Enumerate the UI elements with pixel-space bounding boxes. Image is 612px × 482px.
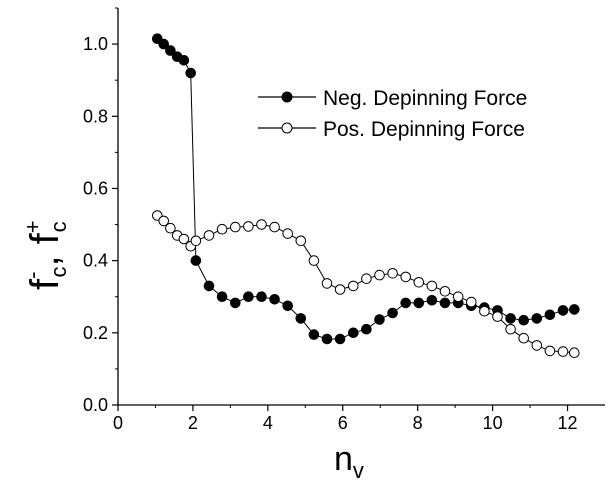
data-point [308, 329, 320, 340]
data-point [413, 297, 425, 309]
y-axis-title: f-c, f+c [20, 220, 71, 290]
y-tick-label: 1.0 [83, 34, 108, 54]
data-point [334, 333, 346, 345]
data-point [282, 300, 294, 312]
data-point [158, 215, 169, 227]
data-point [216, 223, 228, 235]
data-point [158, 38, 169, 50]
x-axis-title-main: n [334, 440, 353, 478]
data-point [479, 305, 490, 317]
y-axis-f-minus-sup: - [20, 272, 45, 279]
legend-marker-neg [281, 91, 293, 103]
y-tick-label: 0.0 [83, 395, 108, 415]
x-axis-title: nv [334, 440, 364, 482]
data-point [185, 67, 196, 79]
data-point [216, 291, 228, 303]
data-point [308, 255, 320, 266]
data-point [387, 307, 398, 319]
data-point [295, 313, 307, 324]
y-axis-f-plus-sup: + [20, 220, 45, 233]
y-axis-f-plus-sub: c [46, 221, 71, 232]
data-point [282, 228, 294, 239]
plot-axes [117, 8, 605, 406]
data-point [256, 291, 267, 303]
x-tick-label: 4 [263, 413, 273, 433]
data-point [400, 271, 412, 283]
data-point [426, 295, 438, 306]
data-point [413, 277, 425, 288]
data-point [348, 327, 359, 339]
data-point [190, 235, 202, 247]
data-point [178, 233, 190, 245]
y-axis-sep: , [23, 244, 67, 266]
y-axis-f-minus-sub: c [46, 267, 71, 278]
data-point [492, 311, 503, 322]
data-point [569, 347, 580, 359]
x-tick-label: 6 [338, 413, 348, 433]
data-point [505, 313, 516, 324]
x-tick-label: 2 [188, 413, 198, 433]
series-pos [152, 210, 580, 359]
data-point [387, 268, 398, 279]
x-tick-label: 0 [113, 413, 123, 433]
data-point [230, 221, 241, 233]
axis-ticks: 0 2 4 6 8 10 12 0.0 0.2 0.4 0.6 0.8 1.0 [83, 7, 578, 433]
data-point [518, 314, 530, 326]
data-point [374, 314, 385, 325]
data-point [203, 230, 215, 241]
data-point [557, 346, 569, 357]
data-point [531, 340, 543, 351]
data-point [269, 294, 280, 305]
data-point [321, 278, 333, 289]
data-point [426, 280, 438, 292]
data-point [230, 297, 241, 309]
data-point [256, 219, 267, 230]
data-point [400, 297, 412, 309]
y-tick-label: 0.4 [83, 251, 108, 271]
data-point [269, 221, 280, 233]
data-point [165, 45, 176, 56]
data-point [569, 304, 580, 315]
data-point [165, 222, 176, 234]
data-point [518, 332, 530, 344]
data-point [243, 221, 254, 232]
y-axis-title-text: f-c, f+c [20, 220, 71, 290]
data-point [295, 235, 307, 247]
data-point [374, 269, 385, 281]
data-point [531, 313, 543, 324]
data-point [544, 345, 556, 357]
data-point [439, 286, 451, 297]
series-layer [152, 33, 580, 359]
x-tick-label: 12 [558, 413, 578, 433]
x-axis-title-sub: v [353, 458, 364, 482]
data-point [203, 280, 215, 292]
data-point [505, 323, 516, 335]
y-axis-f-plus: f [23, 232, 67, 244]
x-tick-label: 10 [483, 413, 503, 433]
data-point [361, 323, 372, 335]
y-tick-label: 0.6 [83, 178, 108, 198]
data-point [321, 333, 333, 345]
x-tick-label: 8 [413, 413, 423, 433]
legend-label-neg: Neg. Depinning Force [323, 87, 527, 110]
data-point [361, 273, 372, 285]
data-point [243, 291, 254, 303]
data-point [178, 55, 190, 66]
data-point [334, 284, 346, 295]
data-point [452, 291, 464, 303]
legend: Neg. Depinning Force Pos. Depinning Forc… [258, 87, 527, 141]
data-point [348, 280, 359, 292]
data-point [466, 296, 477, 308]
y-tick-label: 0.2 [83, 323, 108, 343]
data-point [544, 309, 556, 321]
legend-marker-pos [281, 122, 293, 134]
data-point [439, 297, 451, 309]
data-point [557, 305, 569, 316]
data-point [190, 255, 202, 266]
y-axis-f-minus: f [23, 278, 67, 290]
y-tick-label: 0.8 [83, 106, 108, 126]
legend-label-pos: Pos. Depinning Force [323, 118, 525, 141]
series-neg [152, 33, 580, 345]
